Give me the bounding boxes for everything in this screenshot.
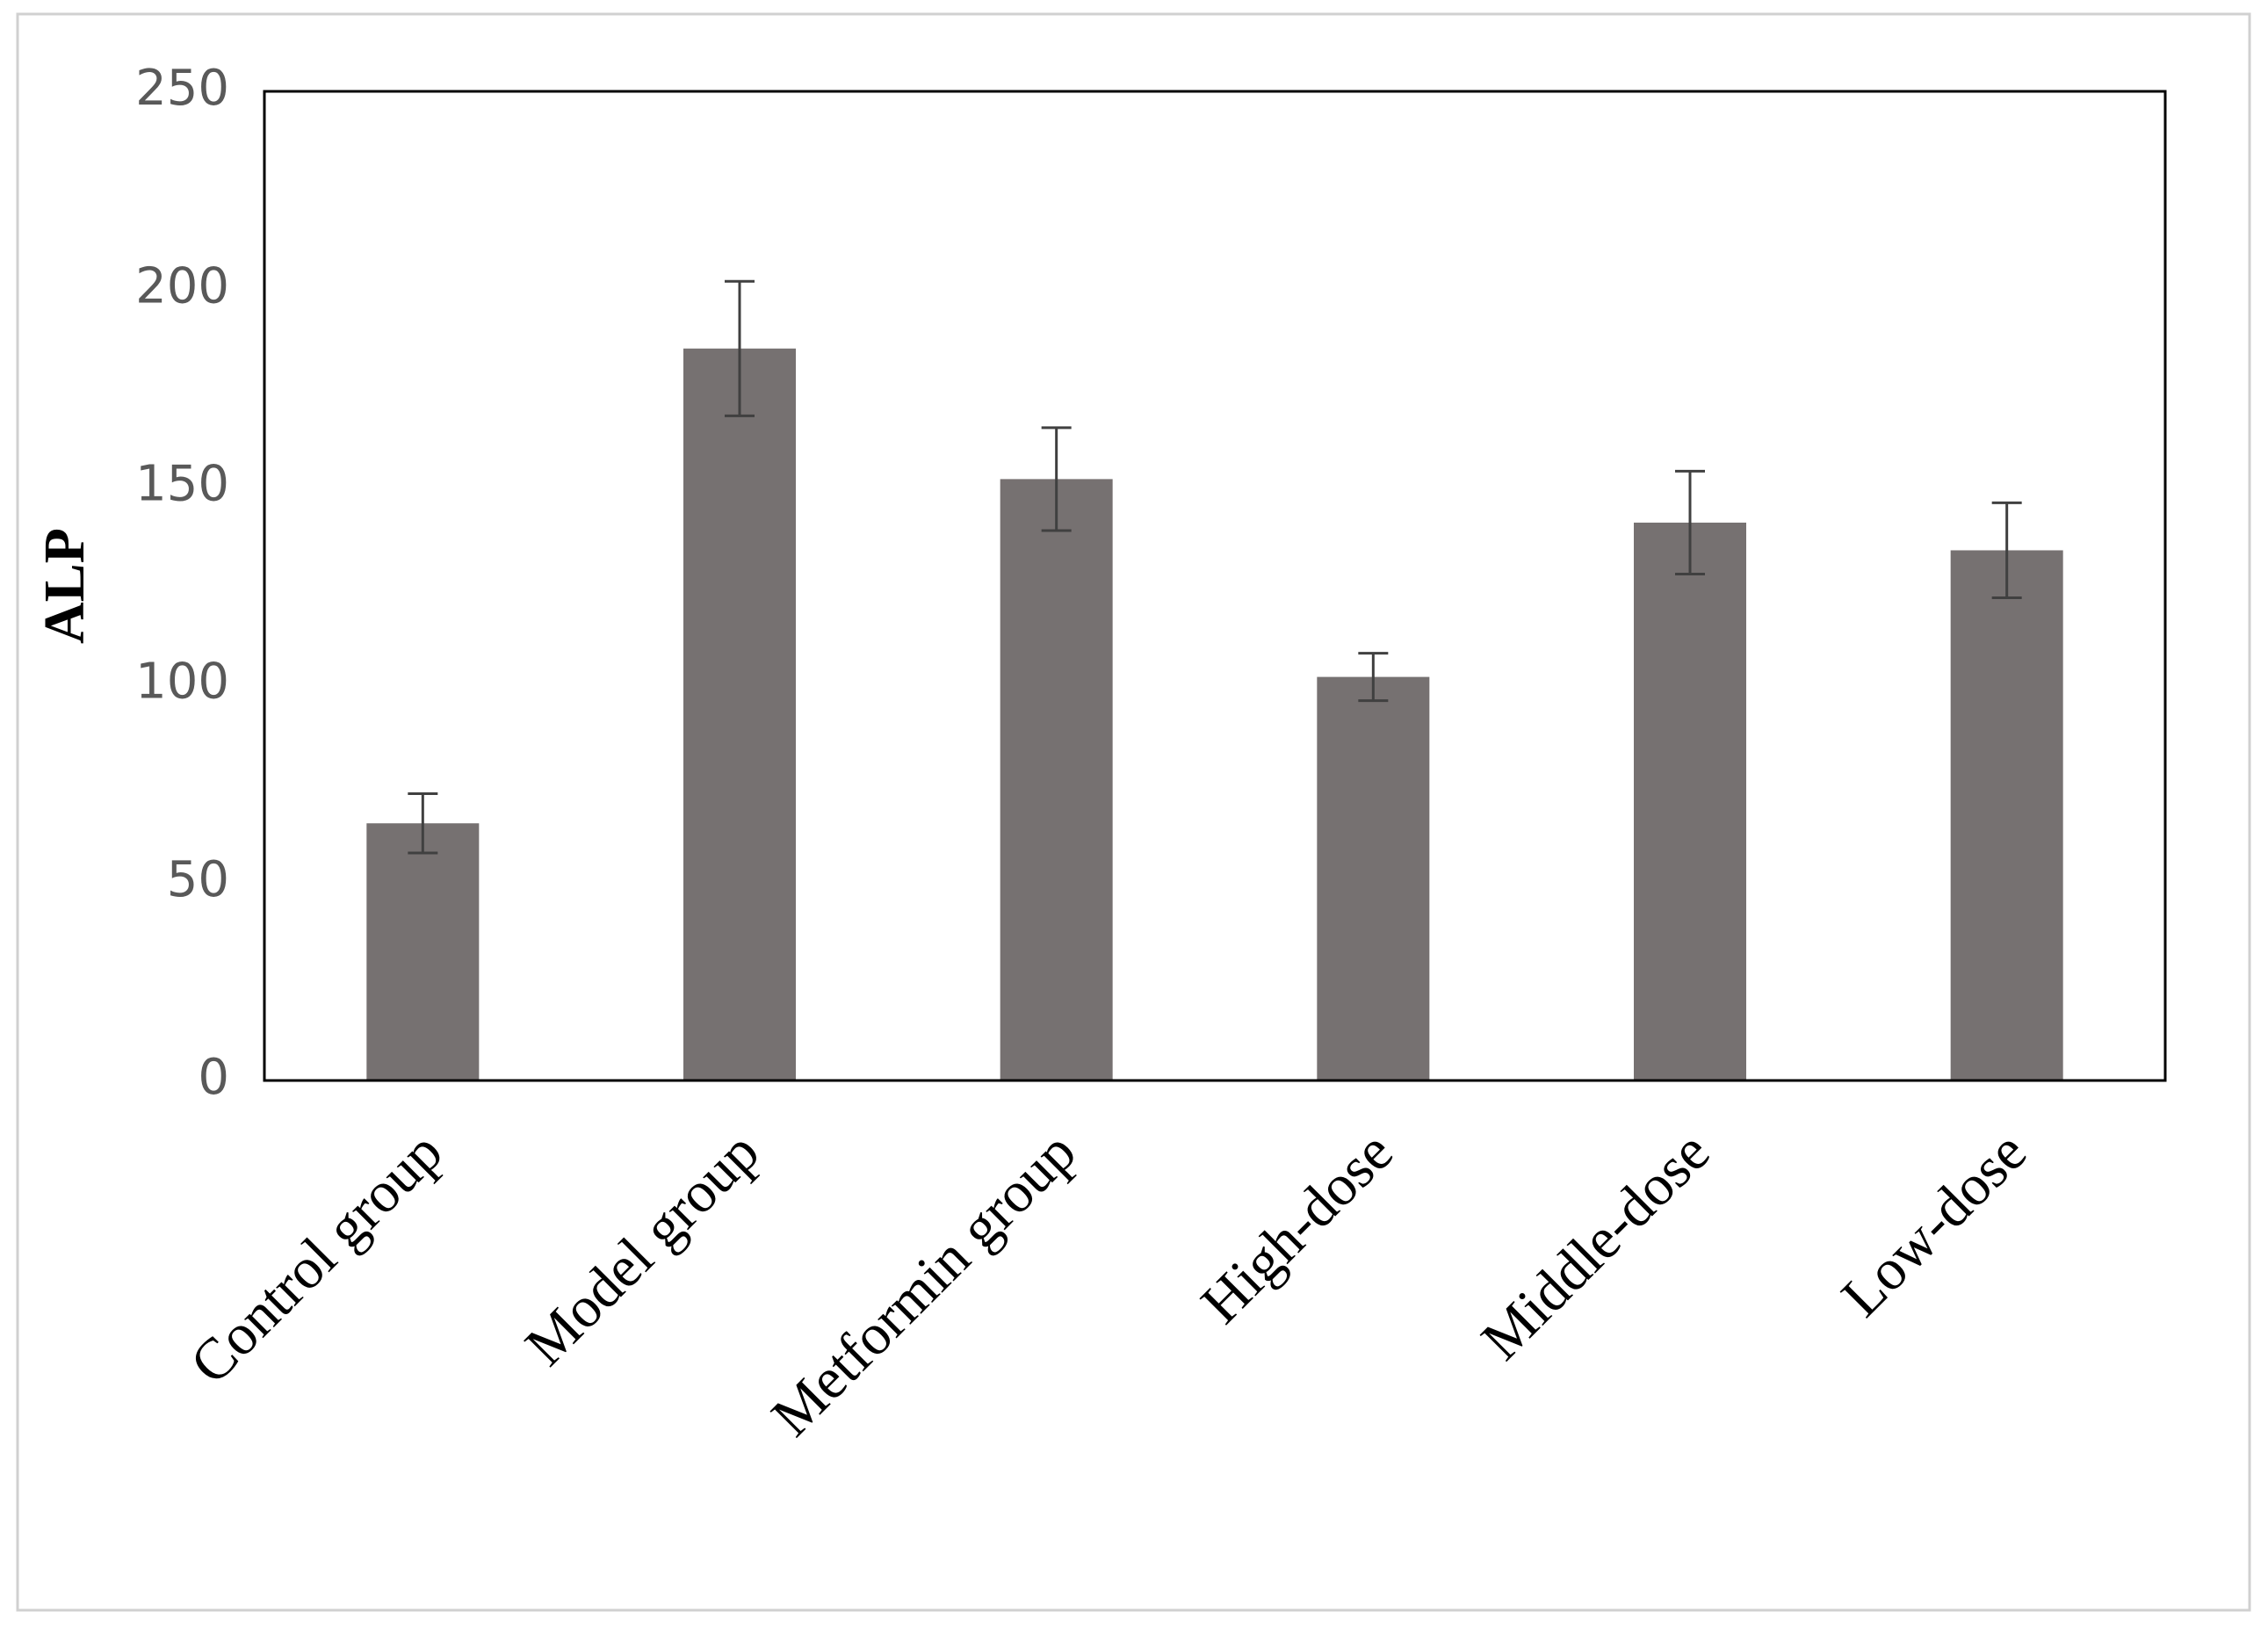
y-tick-label: 100 <box>135 654 229 711</box>
bar <box>366 823 480 1080</box>
bar <box>1317 676 1430 1080</box>
x-tick-label: Control group <box>178 1120 455 1397</box>
bar <box>1634 522 1746 1080</box>
bar <box>1950 550 2063 1080</box>
x-tick-label: Low-dose <box>1830 1120 2039 1329</box>
y-tick-label: 0 <box>198 1049 229 1106</box>
x-tick-label: High-dose <box>1189 1120 1405 1336</box>
y-tick-label: 200 <box>135 257 229 314</box>
x-tick-label: Model group <box>513 1120 771 1378</box>
y-tick-label: 50 <box>167 851 229 908</box>
figure-border <box>16 12 2251 1612</box>
y-axis-label: ALP <box>33 528 97 644</box>
x-tick-label: Metformin group <box>760 1120 1088 1449</box>
bar <box>683 348 796 1080</box>
y-tick-label: 250 <box>135 60 229 117</box>
y-tick-label: 150 <box>135 456 229 513</box>
x-tick-label: Middle-dose <box>1470 1120 1723 1373</box>
plot-frame <box>263 90 2167 1082</box>
bar <box>1000 479 1113 1080</box>
